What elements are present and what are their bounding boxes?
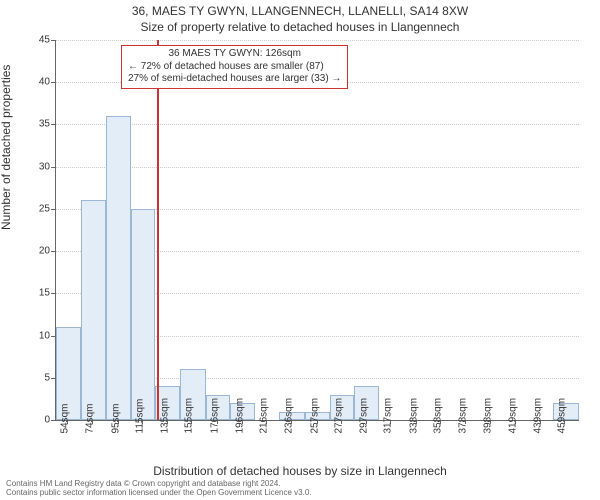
y-tick-label: 40 bbox=[10, 77, 50, 88]
gridline bbox=[56, 167, 579, 168]
gridline bbox=[56, 40, 579, 41]
bar bbox=[131, 209, 156, 420]
y-tick-mark bbox=[51, 420, 55, 421]
chart-container: 36, MAES TY GWYN, LLANGENNECH, LLANELLI,… bbox=[0, 0, 600, 500]
y-tick-mark bbox=[51, 124, 55, 125]
plot-area: 36 MAES TY GWYN: 126sqm← 72% of detached… bbox=[55, 40, 579, 421]
y-tick-label: 25 bbox=[10, 203, 50, 214]
x-axis-label: Distribution of detached houses by size … bbox=[0, 464, 600, 478]
footnote-line2: Contains public sector information licen… bbox=[6, 488, 312, 497]
bar bbox=[81, 200, 107, 420]
y-tick-mark bbox=[51, 40, 55, 41]
y-tick-mark bbox=[51, 336, 55, 337]
gridline bbox=[56, 124, 579, 125]
y-tick-label: 20 bbox=[10, 246, 50, 257]
y-tick-label: 0 bbox=[10, 415, 50, 426]
y-tick-label: 5 bbox=[10, 372, 50, 383]
y-tick-label: 45 bbox=[10, 35, 50, 46]
y-tick-label: 35 bbox=[10, 119, 50, 130]
footnote-line1: Contains HM Land Registry data © Crown c… bbox=[6, 479, 281, 488]
y-tick-label: 30 bbox=[10, 161, 50, 172]
annotation-line3: 27% of semi-detached houses are larger (… bbox=[128, 73, 341, 86]
y-tick-label: 10 bbox=[10, 330, 50, 341]
annotation-line2: ← 72% of detached houses are smaller (87… bbox=[128, 61, 341, 74]
reference-line bbox=[157, 40, 159, 420]
footnote: Contains HM Land Registry data © Crown c… bbox=[6, 480, 312, 498]
y-tick-mark bbox=[51, 293, 55, 294]
y-tick-label: 15 bbox=[10, 288, 50, 299]
bar bbox=[106, 116, 131, 420]
annotation-box: 36 MAES TY GWYN: 126sqm← 72% of detached… bbox=[121, 45, 348, 89]
y-tick-mark bbox=[51, 251, 55, 252]
chart-title-line1: 36, MAES TY GWYN, LLANGENNECH, LLANELLI,… bbox=[0, 4, 600, 18]
y-tick-mark bbox=[51, 378, 55, 379]
y-tick-mark bbox=[51, 167, 55, 168]
chart-title-line2: Size of property relative to detached ho… bbox=[0, 20, 600, 34]
y-tick-mark bbox=[51, 209, 55, 210]
annotation-line1: 36 MAES TY GWYN: 126sqm bbox=[128, 48, 341, 61]
y-tick-mark bbox=[51, 82, 55, 83]
